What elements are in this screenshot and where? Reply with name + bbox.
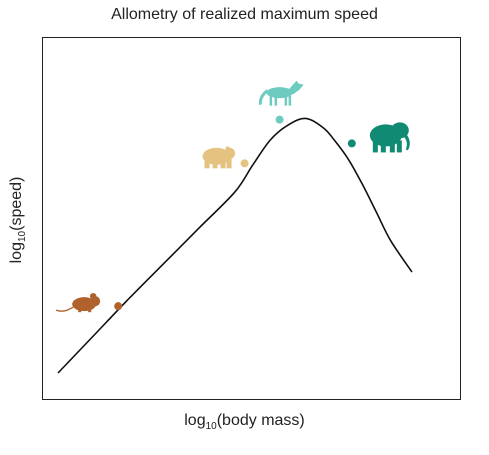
speed-curve [57,117,413,374]
wolf-icon [258,80,304,106]
data-point-bear [240,159,249,168]
point-layer [114,115,356,311]
data-point-elephant [347,139,356,148]
elephant-icon [369,122,410,153]
bear-icon [202,146,236,169]
mouse-icon [55,292,101,313]
icon-layer [55,80,410,313]
chart-title: Allometry of realized maximum speed [111,6,378,23]
data-point-mouse [114,302,123,311]
x-axis-label: log10(body mass) [184,412,305,433]
y-axis-label: log10(speed) [7,176,29,264]
plot-frame [42,37,461,400]
data-point-wolf [275,115,284,124]
series-layer [57,117,413,374]
